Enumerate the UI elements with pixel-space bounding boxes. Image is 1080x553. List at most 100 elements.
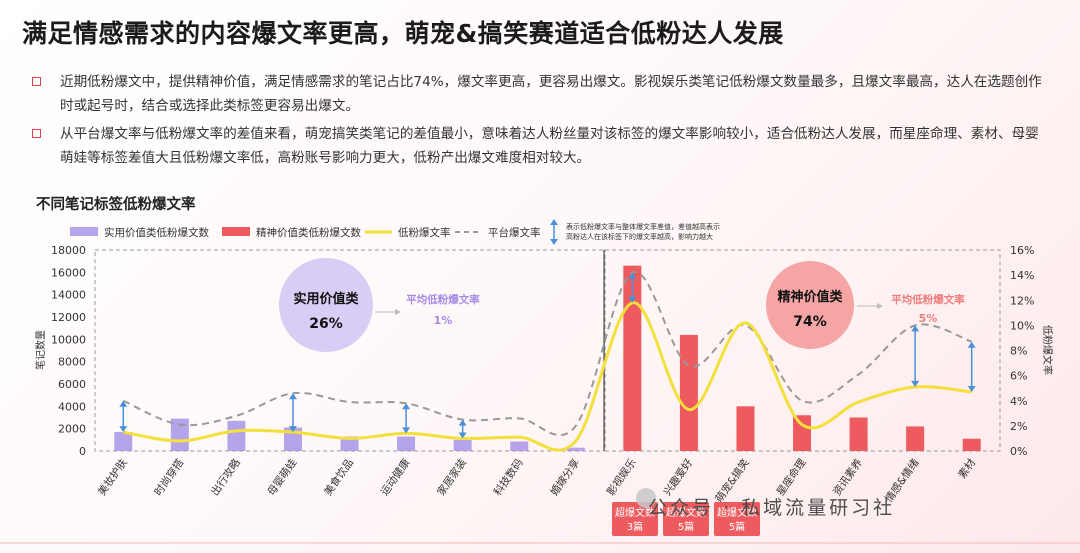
diff-arrow-head — [402, 403, 411, 410]
legend-arrow-icon — [550, 219, 558, 225]
badge-line2: 5篇 — [729, 520, 745, 533]
bullet-text: 近期低粉爆文中，提供精神价值，满足情感需求的笔记占比74%，爆文率更高，更容易出… — [60, 74, 1042, 114]
y-tick-label: 2000 — [58, 423, 86, 436]
bar-practical — [397, 436, 416, 451]
bar-spiritual — [906, 426, 925, 451]
bar-spiritual — [849, 417, 868, 451]
x-tick-label: 星座命理 — [774, 456, 809, 498]
diff-arrow-head — [911, 325, 920, 332]
y2-axis-label: 低粉爆文率 — [1041, 325, 1054, 375]
bullet-text: 从平台爆文率与低粉爆文率的差值来看，萌宠搞笑类笔记的差值最小，意味着达人粉丝量对… — [60, 126, 1039, 166]
legend-swatch-spiritual — [222, 227, 250, 236]
x-tick-label: 婚嫁分享 — [547, 456, 582, 498]
x-tick-label: 素材 — [955, 456, 978, 481]
diff-arrow-head — [628, 272, 637, 279]
x-tick-label: 运动健康 — [378, 456, 413, 498]
group-share: 74% — [793, 314, 827, 330]
y2-tick-label: 4% — [1010, 395, 1027, 408]
y2-tick-label: 14% — [1010, 269, 1034, 282]
diff-arrow-head — [967, 385, 976, 392]
super-hit-badge — [612, 502, 658, 536]
y-tick-label: 0 — [79, 445, 86, 458]
x-tick-label: 出行攻略 — [208, 456, 243, 498]
y-tick-label: 18000 — [51, 244, 86, 257]
summary-bullets: 近期低粉爆文中，提供精神价值，满足情感需求的笔记占比74%，爆文率更高，更容易出… — [32, 70, 1042, 174]
diff-arrow-head — [402, 427, 411, 434]
group-label: 精神价值类 — [777, 289, 843, 305]
square-bullet-icon — [32, 77, 41, 86]
badge-line2: 5篇 — [678, 520, 694, 533]
x-tick-label: 科技数码 — [491, 456, 526, 498]
chart-title: 不同笔记标签低粉爆文率 — [36, 197, 196, 213]
avg-rate-label: 平均低粉爆文率 — [891, 293, 965, 306]
bar-spiritual — [793, 415, 812, 451]
group-bubble-practical — [279, 258, 373, 352]
line-low-fan-rate — [123, 301, 972, 452]
y2-tick-label: 2% — [1010, 420, 1027, 433]
y2-tick-label: 8% — [1010, 345, 1027, 358]
diff-arrow-head — [288, 393, 297, 400]
y-tick-label: 8000 — [58, 356, 86, 369]
bar-practical — [227, 420, 246, 451]
y-tick-label: 16000 — [51, 266, 86, 279]
badge-line1: 超爆文数 — [615, 506, 655, 519]
x-tick-label: 母婴萌娃 — [265, 456, 300, 498]
bar-practical — [453, 439, 472, 451]
page-title: 满足情感需求的内容爆文率更高，萌宠&搞笑赛道适合低粉达人发展 — [22, 19, 784, 48]
super-hit-badge — [663, 502, 709, 536]
bar-practical — [114, 432, 133, 451]
y-tick-label: 6000 — [58, 378, 86, 391]
y2-tick-label: 0% — [1010, 445, 1027, 458]
pointer-arrow-icon — [877, 303, 883, 309]
bar-spiritual — [962, 438, 981, 451]
y2-tick-label: 16% — [1010, 244, 1034, 257]
diff-arrow-head — [628, 296, 637, 303]
bar-spiritual — [736, 406, 755, 451]
line-platform-rate — [122, 271, 973, 437]
source-watermark: 公众号 · 私域流量研习社 — [648, 497, 896, 519]
diff-arrow-head — [119, 426, 128, 433]
diff-arrow-head — [911, 380, 920, 387]
x-tick-label: 美妆护肤 — [95, 456, 130, 498]
super-hit-badge — [714, 502, 760, 536]
bar-practical — [566, 447, 585, 451]
bar-practical — [510, 441, 529, 451]
x-tick-label: 影视娱乐 — [604, 456, 639, 498]
bar-spiritual — [679, 334, 698, 451]
combo-chart: 0 2000 4000 6000 8000 10000 12000 14000 16000 180… — [0, 219, 1080, 544]
y2-tick-label: 12% — [1010, 294, 1034, 307]
legend-label: 平台爆文率 — [488, 226, 541, 239]
x-tick-label: 资讯素养 — [830, 456, 865, 498]
y2-tick-label: 6% — [1010, 370, 1027, 383]
avg-rate-value: 1% — [434, 314, 453, 327]
legend-arrow-icon — [550, 239, 558, 245]
legend-label: 低粉爆文率 — [398, 226, 451, 239]
pointer-arrow-icon — [395, 309, 401, 315]
legend-note: 表示低粉爆文率与整体爆文率差值，差值越高表示高粉达人在该标签下的爆文率越高，影响… — [566, 222, 720, 241]
diff-arrow-head — [458, 419, 467, 426]
diff-arrow-head — [288, 426, 297, 433]
x-tick-label: 兴趣爱好 — [661, 456, 696, 498]
y-tick-label: 4000 — [58, 400, 86, 413]
avg-rate-label: 平均低粉爆文率 — [406, 293, 480, 306]
wechat-icon — [636, 488, 656, 508]
legend-label: 精神价值类低粉爆文数 — [256, 226, 361, 239]
legend-label: 实用价值类低粉爆文数 — [104, 226, 209, 239]
x-tick-label: 美食饮品 — [321, 456, 356, 498]
square-bullet-icon — [32, 129, 41, 138]
x-tick-label: 时尚穿搭 — [152, 456, 187, 498]
bar-practical — [340, 436, 359, 451]
bullet-item: 近期低粉爆文中，提供精神价值，满足情感需求的笔记占比74%，爆文率更高，更容易出… — [32, 70, 1042, 118]
legend-swatch-practical — [70, 227, 98, 236]
x-tick-label: 家居家装 — [434, 456, 469, 498]
group-bubble-spiritual — [766, 261, 854, 349]
y-tick-label: 10000 — [51, 333, 86, 346]
bullet-item: 从平台爆文率与低粉爆文率的差值来看，萌宠搞笑类笔记的差值最小，意味着达人粉丝量对… — [32, 122, 1042, 170]
y-tick-label: 12000 — [51, 311, 86, 324]
bar-practical — [170, 418, 189, 451]
y2-tick-label: 10% — [1010, 319, 1034, 332]
diff-arrow-head — [967, 341, 976, 348]
avg-rate-value: 5% — [919, 312, 938, 325]
y-axis-label: 笔记数量 — [34, 330, 47, 370]
diff-arrow-head — [119, 400, 128, 407]
